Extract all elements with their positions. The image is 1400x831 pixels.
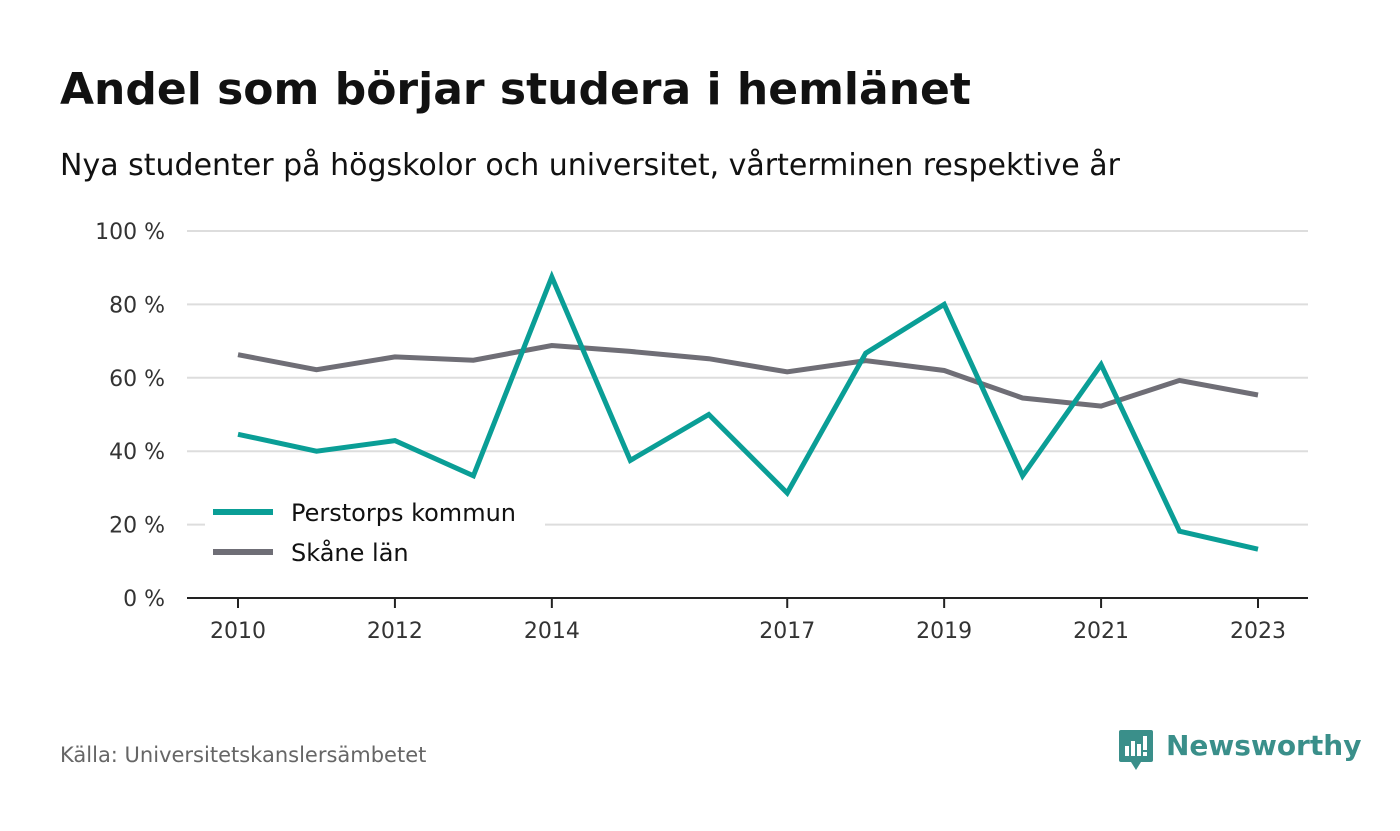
source-note: Källa: Universitetskanslersämbetet [60, 743, 427, 767]
y-tick-label: 60 % [109, 367, 165, 392]
y-axis-ticks: 0 % 20 % 40 % 60 % 80 % 100 % [95, 220, 165, 612]
series-line-skane-lan [237, 342, 1259, 409]
x-tick-label: 2021 [1073, 619, 1129, 644]
y-tick-label: 0 % [123, 587, 165, 612]
x-tick-label: 2023 [1230, 619, 1286, 644]
x-axis-ticks: 2010 2012 2014 2017 2019 2021 2023 [210, 598, 1286, 644]
legend-label: Perstorps kommun [291, 499, 516, 527]
series-line-perstorps-kommun [237, 270, 1259, 552]
x-tick-label: 2010 [210, 619, 266, 644]
x-tick-label: 2019 [916, 619, 972, 644]
y-tick-label: 80 % [109, 293, 165, 318]
newsworthy-logo-icon [1119, 730, 1153, 770]
brand-name: Newsworthy [1166, 729, 1362, 762]
y-tick-label: 100 % [95, 220, 165, 245]
x-tick-label: 2017 [759, 619, 815, 644]
chart-title: Andel som börjar studera i hemlänet [60, 64, 971, 115]
chart-subtitle: Nya studenter på högskolor och universit… [60, 148, 1120, 183]
newsworthy-logo: Newsworthy [1118, 728, 1361, 772]
legend-background [205, 492, 545, 580]
y-tick-label: 20 % [109, 514, 165, 539]
legend: Perstorps kommun Skåne län [205, 492, 545, 580]
x-tick-label: 2014 [524, 619, 580, 644]
series-lines [237, 270, 1259, 552]
legend-label: Skåne län [291, 538, 409, 567]
line-chart: 0 %20 %40 %60 %80 %100 % 2010 2012 2014 201… [95, 220, 1308, 644]
x-tick-label: 2012 [367, 619, 423, 644]
y-tick-label: 40 % [109, 440, 165, 465]
